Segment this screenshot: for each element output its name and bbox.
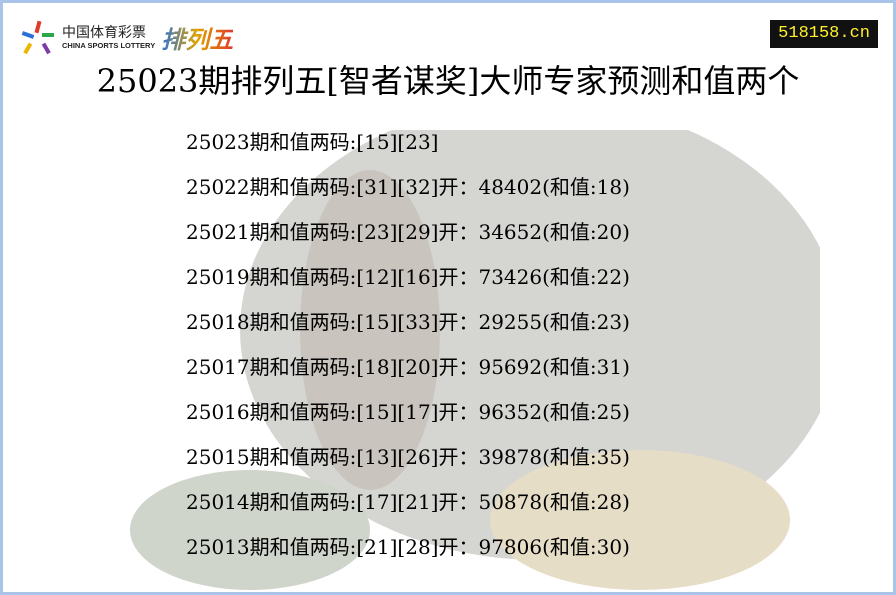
- list-item: 25016期和值两码:[15][17]开：96352(和值:25): [186, 400, 630, 424]
- site-badge[interactable]: 518158.cn: [770, 20, 878, 48]
- page-title: 25023期排列五[智者谋奖]大师专家预测和值两个: [96, 62, 800, 100]
- list-item: 25015期和值两码:[13][26]开：39878(和值:35): [186, 445, 630, 469]
- list-item: 25014期和值两码:[17][21]开：50878(和值:28): [186, 490, 630, 514]
- china-sports-lottery-logo: 中国体育彩票 CHINA SPORTS LOTTERY 排列五: [20, 18, 233, 56]
- logo-game-name: 排列五: [161, 20, 233, 55]
- list-item: 25018期和值两码:[15][33]开：29255(和值:23): [186, 310, 630, 334]
- logo-cn-text: 中国体育彩票: [62, 24, 146, 41]
- list-item: 25019期和值两码:[12][16]开：73426(和值:22): [186, 265, 630, 289]
- list-item: 25013期和值两码:[21][28]开：97806(和值:30): [186, 535, 630, 559]
- logo-en-text: CHINA SPORTS LOTTERY: [62, 40, 156, 50]
- list-item: 25023期和值两码:[15][23]: [186, 130, 439, 154]
- list-item: 25017期和值两码:[18][20]开：95692(和值:31): [186, 355, 630, 379]
- prediction-list: 25023期和值两码:[15][23] 25022期和值两码:[31][32]开…: [186, 128, 630, 578]
- lottery-star-icon: [21, 20, 54, 55]
- list-item: 25021期和值两码:[23][29]开：34652(和值:20): [186, 220, 630, 244]
- list-item: 25022期和值两码:[31][32]开：48402(和值:18): [186, 175, 630, 199]
